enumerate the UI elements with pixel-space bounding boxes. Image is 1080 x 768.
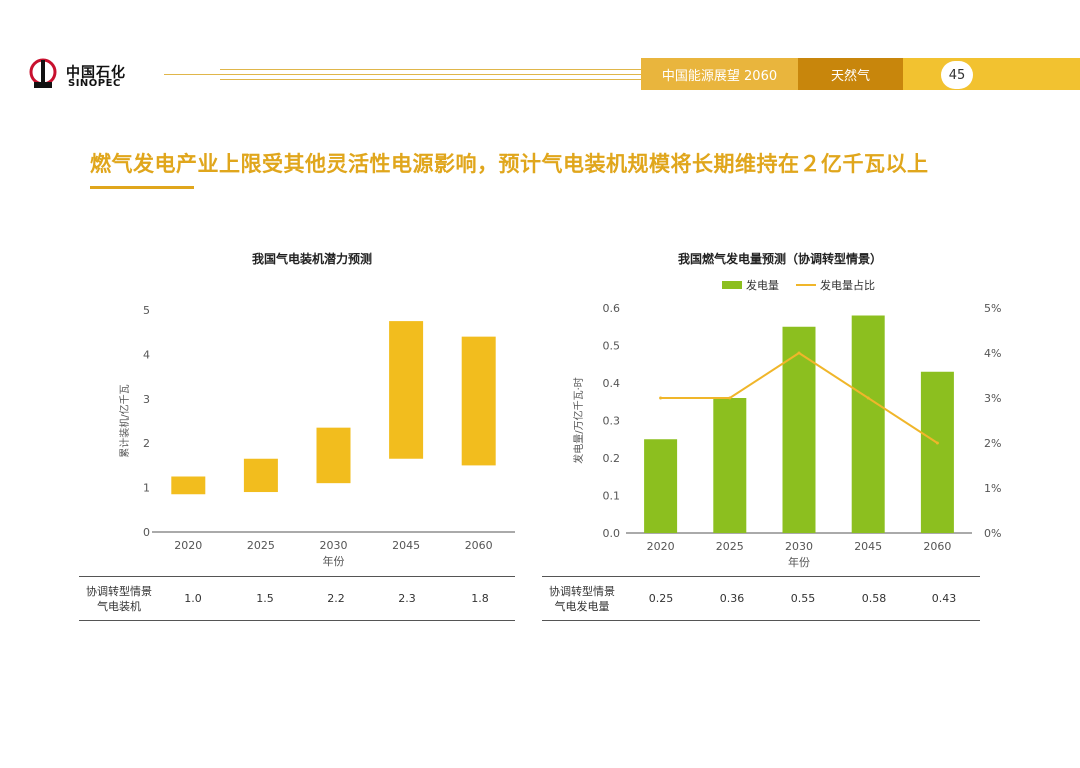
bar [644,439,678,533]
chart1-table-top-rule [79,576,515,577]
x-tick-label: 2025 [716,540,744,553]
bar [851,315,885,533]
chart2-plot: 发电量 发电量占比 0.0 0.1 0.2 0.3 0.4 0.5 0.6 0% 1% 2% 3% 4% 5… [572,278,1001,569]
x-tick-label: 2030 [785,540,813,553]
y-tick-label: 0 [143,526,150,539]
chart2-table-bottom-rule [542,620,980,621]
line-point [935,441,939,445]
y-tick-label: 3 [143,393,150,406]
chart1-table-row-label: 协调转型情景 气电装机 [82,584,156,614]
table-cell: 0.58 [861,592,887,605]
line-point [659,396,663,400]
y-tick-label: 0.1 [603,490,621,503]
x-tick-label: 2060 [465,539,493,552]
table-cell: 2.3 [398,592,416,605]
legend-label: 发电量占比 [820,278,875,292]
x-tick-label: 2020 [647,540,675,553]
title-underline [90,186,194,189]
logo-english-name: SINOPEC [68,78,121,89]
y-axis-title: 累计装机/亿千瓦 [118,384,131,457]
sinopec-emblem-icon [29,58,57,88]
y-tick-label: 2 [143,437,150,450]
y-tick-label: 0.3 [603,415,621,428]
x-tick-label: 2030 [320,539,348,552]
x-axis-title: 年份 [323,554,345,568]
line-point [728,396,732,400]
chart1-title: 我国气电装机潜力预测 [252,252,373,266]
y-tick-label: 4 [143,348,150,361]
y-tick-label: 1 [143,482,150,495]
table-cell: 2.2 [327,592,345,605]
legend-label: 发电量 [746,278,779,292]
page-banner [903,58,1080,90]
y2-tick-label: 4% [984,347,1001,360]
range-bar [461,336,496,466]
range-bar [316,427,351,484]
chart2-table-top-rule [542,576,980,577]
chart1-table-bottom-rule [79,620,515,621]
row-label-line2: 气电装机 [97,600,141,613]
y-tick-label: 0.0 [603,527,621,540]
slide-title: 燃气发电产业上限受其他灵活性电源影响，预计气电装机规模将长期维持在２亿千瓦以上 [90,152,929,176]
chart2-table-row-label: 协调转型情景 气电发电量 [545,584,619,614]
y-tick-label: 0.2 [603,452,621,465]
y-tick-label: 0.6 [603,302,621,315]
report-title-banner: 中国能源展望 2060 [641,58,798,90]
header-rule [220,79,641,80]
range-bar [389,321,424,459]
x-tick-label: 2045 [854,540,882,553]
header-rule [220,69,641,70]
legend-swatch-bars [722,281,742,289]
x-tick-label: 2060 [923,540,951,553]
x-axis-title: 年份 [788,555,810,569]
row-label-line2: 气电发电量 [554,600,610,613]
bar [782,326,816,533]
table-cell: 1.8 [471,592,489,605]
row-label-line1: 协调转型情景 [549,585,615,598]
y-axis-title: 发电量/万亿千瓦·时 [572,377,585,464]
range-bar [171,476,206,495]
x-tick-label: 2025 [247,539,275,552]
bar [920,371,954,533]
table-cell: 0.36 [719,592,745,605]
y-tick-label: 0.4 [603,377,621,390]
table-cell: 1.5 [256,592,274,605]
table-cell: 1.0 [184,592,202,605]
table-cell: 0.43 [931,592,957,605]
line-point [866,396,870,400]
table-cell: 0.55 [790,592,816,605]
page-number: 45 [941,61,973,89]
x-tick-label: 2045 [392,539,420,552]
section-banner: 天然气 [798,58,903,90]
x-tick-label: 2020 [174,539,202,552]
line-point [797,351,801,355]
chart2-title: 我国燃气发电量预测（协调转型情景） [678,252,883,266]
y2-tick-label: 5% [984,302,1001,315]
y2-tick-label: 3% [984,392,1001,405]
y2-tick-label: 0% [984,527,1001,540]
sinopec-logo [26,58,60,90]
y2-tick-label: 2% [984,437,1001,450]
table-cell: 0.25 [648,592,674,605]
y-tick-label: 5 [143,304,150,317]
range-bar [243,458,278,493]
y2-tick-label: 1% [984,482,1001,495]
header-rule [164,74,641,75]
chart1-plot: 0 1 2 3 4 5 2020 2025 2030 2045 2060 年份 累计装机/亿千瓦 [118,304,515,568]
row-label-line1: 协调转型情景 [86,585,152,598]
bar [713,398,747,533]
y-tick-label: 0.5 [603,340,621,353]
logo-chinese-name: 中国石化 [66,65,126,81]
